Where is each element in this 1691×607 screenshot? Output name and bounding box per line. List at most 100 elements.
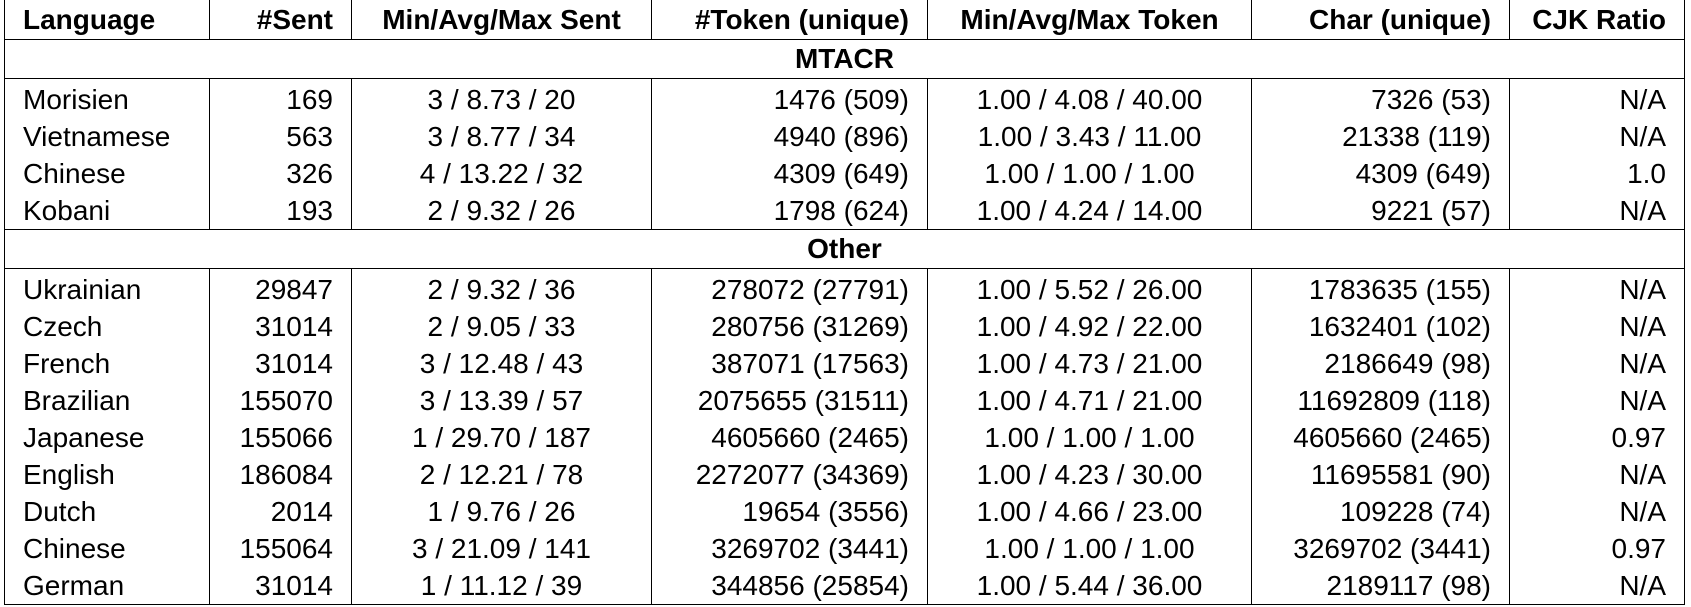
cjk-ratio-cell: N/A [1509,308,1685,345]
table-row: Japanese 155066 1 / 29.70 / 187 4605660 (24… [4,419,1685,456]
language-cell: Dutch [4,493,210,530]
sent-count-cell: 193 [209,192,352,230]
language-cell: Ukrainian [4,268,210,308]
cjk-ratio-cell: N/A [1509,345,1685,382]
token-length-cell: 1.00 / 5.44 / 36.00 [927,567,1252,605]
sent-length-cell: 1 / 9.76 / 26 [351,493,652,530]
table-row: German 31014 1 / 11.12 / 39 344856 (25854) 1… [4,567,1685,605]
char-count-cell: 9221 (57) [1251,192,1510,230]
cjk-ratio-cell: 0.97 [1509,419,1685,456]
cjk-ratio-cell: 0.97 [1509,530,1685,567]
token-count-cell: 278072 (27791) [651,268,928,308]
cjk-ratio-cell: N/A [1509,382,1685,419]
language-cell: Czech [4,308,210,345]
char-count-cell: 1783635 (155) [1251,268,1510,308]
sent-count-cell: 169 [209,78,352,118]
language-cell: Morisien [4,78,210,118]
sent-count-cell: 31014 [209,567,352,605]
sent-count-cell: 155066 [209,419,352,456]
sent-count-cell: 186084 [209,456,352,493]
char-count-cell: 11692809 (118) [1251,382,1510,419]
sent-count-cell: 31014 [209,308,352,345]
header-token-length: Min/Avg/Max Token [927,0,1252,40]
char-count-cell: 11695581 (90) [1251,456,1510,493]
token-count-cell: 4605660 (2465) [651,419,928,456]
table-row: Chinese 155064 3 / 21.09 / 141 3269702 (344… [4,530,1685,567]
section-title: Other [4,229,1685,269]
token-length-cell: 1.00 / 4.08 / 40.00 [927,78,1252,118]
token-count-cell: 344856 (25854) [651,567,928,605]
language-cell: German [4,567,210,605]
cjk-ratio-cell: N/A [1509,118,1685,155]
section-header-row: Other [4,229,1685,269]
cjk-ratio-cell: N/A [1509,456,1685,493]
token-length-cell: 1.00 / 1.00 / 1.00 [927,530,1252,567]
token-length-cell: 1.00 / 4.66 / 23.00 [927,493,1252,530]
table-row: English 186084 2 / 12.21 / 78 2272077 (3436… [4,456,1685,493]
sent-length-cell: 2 / 9.05 / 33 [351,308,652,345]
table-row: Morisien 169 3 / 8.73 / 20 1476 (509) 1.00 /… [4,78,1685,118]
language-cell: English [4,456,210,493]
token-count-cell: 1798 (624) [651,192,928,230]
dataset-statistics-table-container: Language #Sent Min/Avg/Max Sent #Token (… [4,0,1685,605]
char-count-cell: 2186649 (98) [1251,345,1510,382]
section-title: MTACR [4,39,1685,79]
sent-length-cell: 3 / 13.39 / 57 [351,382,652,419]
language-cell: Kobani [4,192,210,230]
sent-length-cell: 3 / 21.09 / 141 [351,530,652,567]
header-char-count: Char (unique) [1251,0,1510,40]
char-count-cell: 4605660 (2465) [1251,419,1510,456]
char-count-cell: 7326 (53) [1251,78,1510,118]
token-count-cell: 4940 (896) [651,118,928,155]
sent-length-cell: 3 / 12.48 / 43 [351,345,652,382]
cjk-ratio-cell: N/A [1509,268,1685,308]
token-length-cell: 1.00 / 1.00 / 1.00 [927,155,1252,192]
header-cjk-ratio: CJK Ratio [1509,0,1685,40]
table-row: Kobani 193 2 / 9.32 / 26 1798 (624) 1.00 / 4… [4,192,1685,230]
language-cell: Vietnamese [4,118,210,155]
sent-count-cell: 155064 [209,530,352,567]
table-row: Brazilian 155070 3 / 13.39 / 57 2075655 (31… [4,382,1685,419]
token-count-cell: 1476 (509) [651,78,928,118]
header-language: Language [4,0,210,40]
sent-count-cell: 155070 [209,382,352,419]
token-length-cell: 1.00 / 4.23 / 30.00 [927,456,1252,493]
token-count-cell: 4309 (649) [651,155,928,192]
sent-count-cell: 326 [209,155,352,192]
token-count-cell: 2272077 (34369) [651,456,928,493]
token-count-cell: 2075655 (31511) [651,382,928,419]
char-count-cell: 21338 (119) [1251,118,1510,155]
sent-length-cell: 1 / 11.12 / 39 [351,567,652,605]
token-count-cell: 3269702 (3441) [651,530,928,567]
token-length-cell: 1.00 / 4.24 / 14.00 [927,192,1252,230]
language-cell: Chinese [4,530,210,567]
cjk-ratio-cell: N/A [1509,493,1685,530]
token-count-cell: 387071 (17563) [651,345,928,382]
token-count-cell: 19654 (3556) [651,493,928,530]
table-row: Czech 31014 2 / 9.05 / 33 280756 (31269) 1.0… [4,308,1685,345]
table-body: MTACR Morisien 169 3 / 8.73 / 20 1476 (509) 1… [4,39,1685,605]
language-cell: Chinese [4,155,210,192]
token-length-cell: 1.00 / 5.52 / 26.00 [927,268,1252,308]
sent-length-cell: 3 / 8.77 / 34 [351,118,652,155]
token-length-cell: 1.00 / 4.73 / 21.00 [927,345,1252,382]
sent-count-cell: 31014 [209,345,352,382]
table-row: Chinese 326 4 / 13.22 / 32 4309 (649) 1.00 /… [4,155,1685,192]
sent-length-cell: 3 / 8.73 / 20 [351,78,652,118]
token-length-cell: 1.00 / 4.92 / 22.00 [927,308,1252,345]
token-length-cell: 1.00 / 1.00 / 1.00 [927,419,1252,456]
table-row: Vietnamese 563 3 / 8.77 / 34 4940 (896) 1.00… [4,118,1685,155]
header-row: Language #Sent Min/Avg/Max Sent #Token (… [4,0,1685,40]
dataset-statistics-table: Language #Sent Min/Avg/Max Sent #Token (… [4,0,1685,605]
sent-length-cell: 1 / 29.70 / 187 [351,419,652,456]
cjk-ratio-cell: N/A [1509,192,1685,230]
table-header: Language #Sent Min/Avg/Max Sent #Token (… [4,0,1685,40]
cjk-ratio-cell: N/A [1509,567,1685,605]
header-sent-count: #Sent [209,0,352,40]
sent-length-cell: 2 / 9.32 / 36 [351,268,652,308]
char-count-cell: 3269702 (3441) [1251,530,1510,567]
cjk-ratio-cell: 1.0 [1509,155,1685,192]
language-cell: French [4,345,210,382]
header-token-count: #Token (unique) [651,0,928,40]
sent-count-cell: 563 [209,118,352,155]
